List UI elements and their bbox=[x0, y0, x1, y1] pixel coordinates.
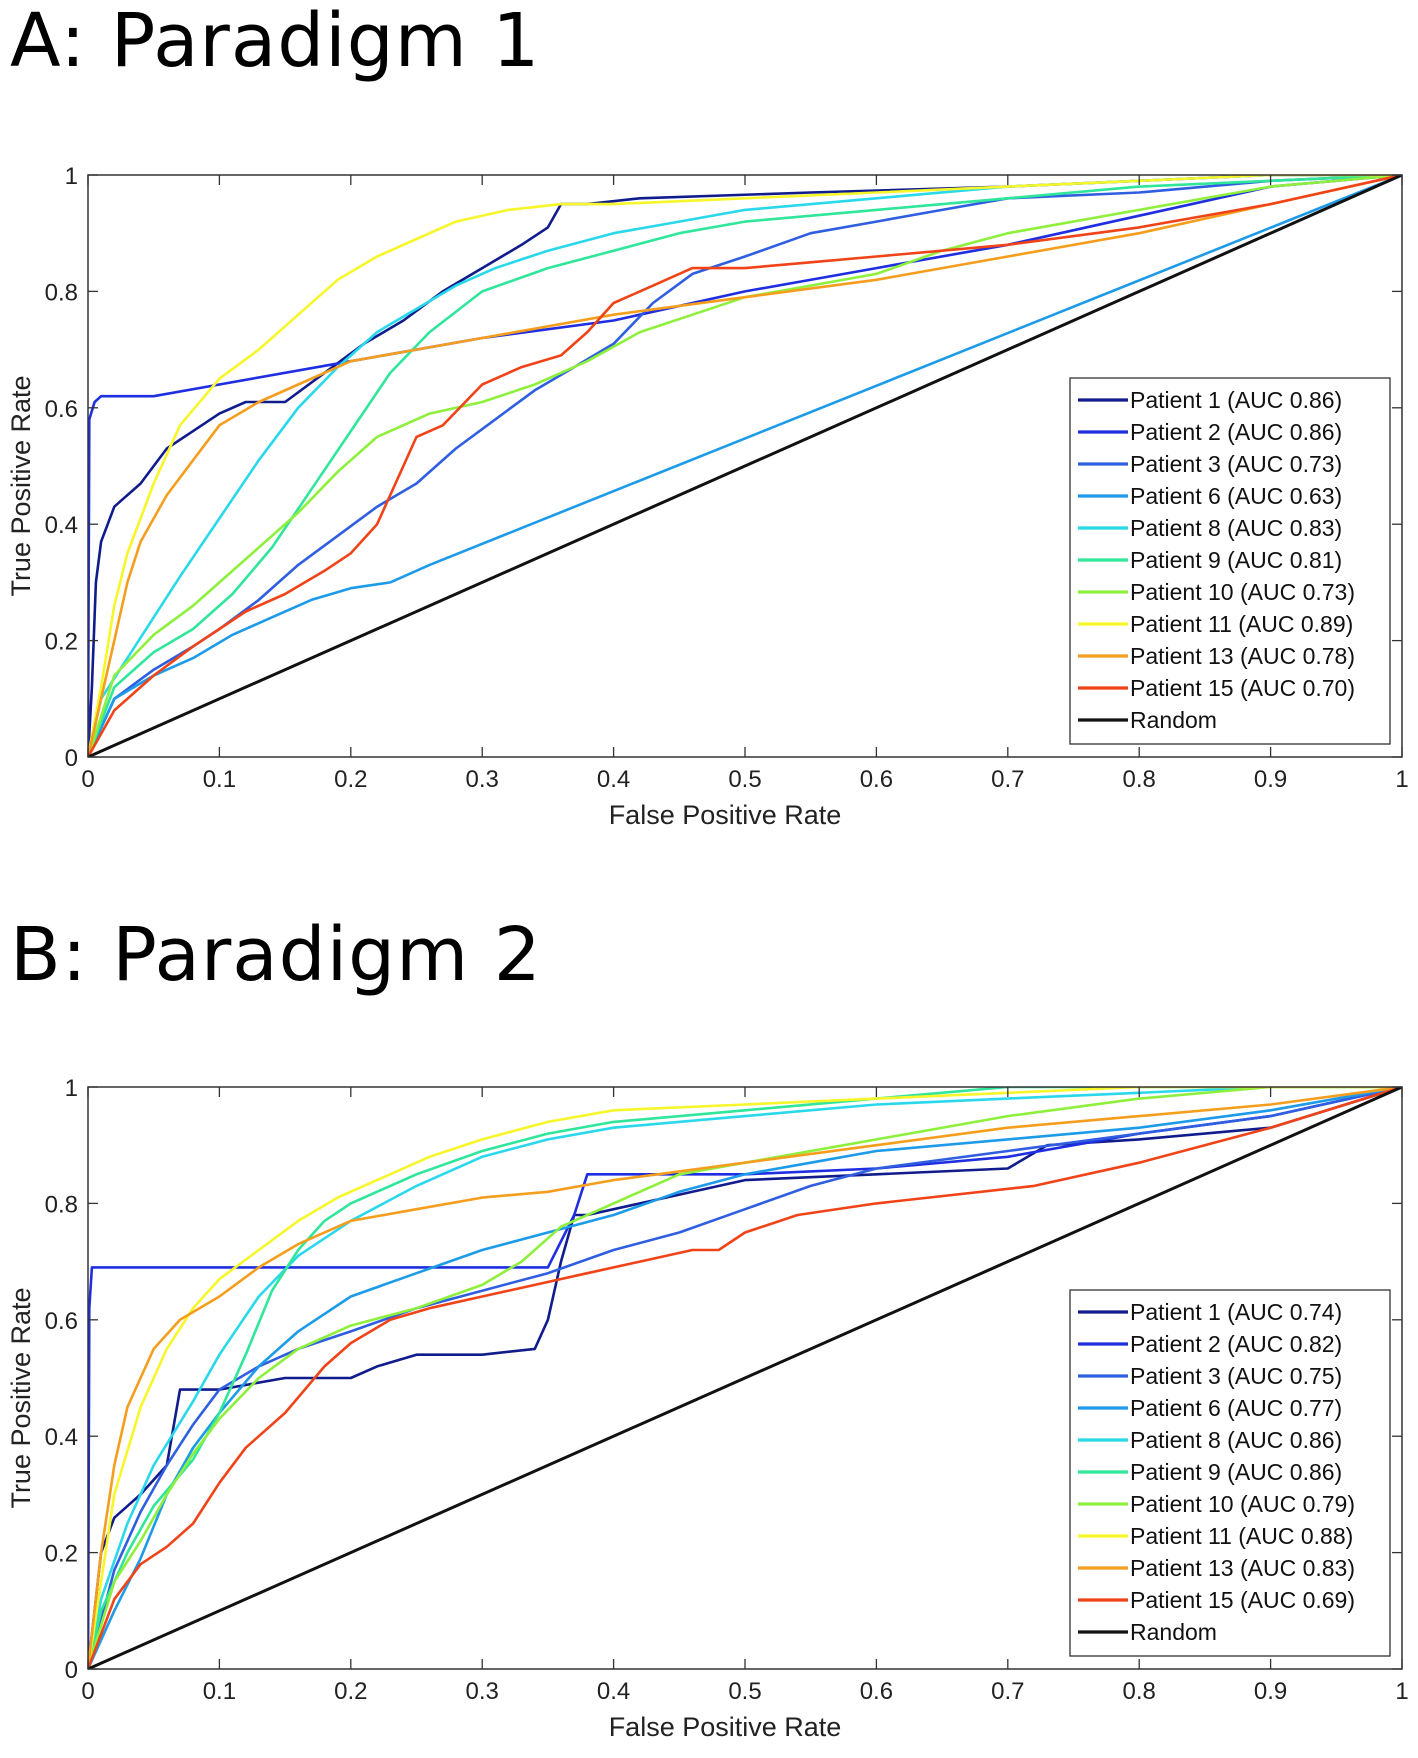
paradigm-1-legend-label-3: Patient 6 (AUC 0.63) bbox=[1130, 483, 1342, 509]
paradigm-2-series-line-7 bbox=[88, 1087, 1402, 1669]
paradigm-2-x-tick-label: 0.3 bbox=[466, 1678, 499, 1705]
paradigm-2-x-tick-label: 0 bbox=[81, 1678, 94, 1705]
paradigm-2-series-line-9 bbox=[88, 1087, 1402, 1669]
paradigm-2-series-line-1 bbox=[88, 1087, 1402, 1669]
paradigm-1-legend-label-9: Patient 15 (AUC 0.70) bbox=[1130, 675, 1355, 701]
paradigm-2-y-tick-label: 0.2 bbox=[45, 1541, 78, 1568]
paradigm-1-series-line-4 bbox=[88, 175, 1402, 757]
paradigm-1-x-tick-label: 0.8 bbox=[1123, 766, 1156, 793]
paradigm-1-series-line-8 bbox=[88, 175, 1402, 757]
paradigm-1-x-tick-label: 0.4 bbox=[597, 766, 630, 793]
paradigm-1-y-tick-label: 1 bbox=[65, 163, 78, 190]
paradigm-2-legend-label-4: Patient 8 (AUC 0.86) bbox=[1130, 1427, 1342, 1453]
roc-chart-paradigm-2: 0 0.1 0.2 0.3 0.4 0.5 0.6 0.7 0.8 0.9 1 0 0.2 0.4 0.6 0… bbox=[6, 1075, 1409, 1742]
paradigm-1-legend: Patient 1 (AUC 0.86) Patient 2 (AUC 0.86)… bbox=[1069, 377, 1391, 745]
paradigm-2-legend-label-7: Patient 11 (AUC 0.88) bbox=[1130, 1523, 1353, 1549]
paradigm-1-y-axis-label: True Positive Rate bbox=[6, 375, 36, 596]
paradigm-1-x-tick-label: 0.6 bbox=[860, 766, 893, 793]
paradigm-1-y-tick-label: 0.2 bbox=[45, 629, 78, 656]
paradigm-1-x-axis-label: False Positive Rate bbox=[609, 800, 842, 830]
paradigm-1-series-line-10 bbox=[88, 175, 1402, 757]
paradigm-1-y-tick-label: 0.6 bbox=[45, 396, 78, 423]
paradigm-2-legend-label-8: Patient 13 (AUC 0.83) bbox=[1130, 1555, 1355, 1581]
paradigm-1-x-tick-label: 0.2 bbox=[334, 766, 367, 793]
paradigm-1-y-tick-label: 0.8 bbox=[45, 279, 78, 306]
paradigm-2-series-line-10 bbox=[88, 1087, 1402, 1669]
roc-chart-paradigm-1: 0 0.1 0.2 0.3 0.4 0.5 0.6 0.7 0.8 0.9 1 0 0.2 0.4 0.6 0… bbox=[6, 163, 1409, 830]
paradigm-1-x-tick-label: 0.5 bbox=[728, 766, 761, 793]
paradigm-2-x-tick-label: 0.1 bbox=[203, 1678, 236, 1705]
paradigm-2-series-line-5 bbox=[88, 1087, 1402, 1669]
paradigm-1-series-line-5 bbox=[88, 175, 1402, 757]
paradigm-2-legend-label-9: Patient 15 (AUC 0.69) bbox=[1130, 1587, 1355, 1613]
paradigm-2-x-tick-label: 1 bbox=[1395, 1678, 1408, 1705]
paradigm-1-x-tick-label: 0.7 bbox=[991, 766, 1024, 793]
paradigm-2-x-tick-label: 0.6 bbox=[860, 1678, 893, 1705]
paradigm-2-x-tick-label: 0.2 bbox=[334, 1678, 367, 1705]
paradigm-2-y-tick-label: 0 bbox=[65, 1657, 78, 1684]
paradigm-1-series-line-7 bbox=[88, 175, 1402, 757]
paradigm-2-series-line-6 bbox=[88, 1087, 1402, 1669]
paradigm-1-series-line-0 bbox=[88, 175, 1402, 757]
paradigm-1-legend-label-8: Patient 13 (AUC 0.78) bbox=[1130, 643, 1355, 669]
paradigm-2-legend-label-2: Patient 3 (AUC 0.75) bbox=[1130, 1363, 1342, 1389]
paradigm-2-x-tick-label: 0.7 bbox=[991, 1678, 1024, 1705]
paradigm-1-legend-label-6: Patient 10 (AUC 0.73) bbox=[1130, 579, 1355, 605]
paradigm-1-legend-label-2: Patient 3 (AUC 0.73) bbox=[1130, 451, 1342, 477]
paradigm-2-x-tick-label: 0.4 bbox=[597, 1678, 630, 1705]
paradigm-2-y-tick-label: 0.6 bbox=[45, 1308, 78, 1335]
paradigm-2-x-tick-label: 0.9 bbox=[1254, 1678, 1287, 1705]
paradigm-2-legend-label-0: Patient 1 (AUC 0.74) bbox=[1130, 1299, 1342, 1325]
paradigm-1-series-line-9 bbox=[88, 175, 1402, 757]
paradigm-1-series-line-3 bbox=[88, 175, 1402, 757]
paradigm-1-series-line-6 bbox=[88, 175, 1402, 757]
paradigm-1-legend-label-10: Random bbox=[1130, 707, 1217, 733]
paradigm-2-legend-label-10: Random bbox=[1130, 1619, 1217, 1645]
paradigm-2-y-tick-label: 1 bbox=[65, 1075, 78, 1102]
paradigm-1-y-tick-label: 0 bbox=[65, 745, 78, 772]
paradigm-1-x-tick-label: 1 bbox=[1395, 766, 1408, 793]
paradigm-1-legend-label-4: Patient 8 (AUC 0.83) bbox=[1130, 515, 1342, 541]
paradigm-1-legend-label-0: Patient 1 (AUC 0.86) bbox=[1130, 387, 1342, 413]
paradigm-2-series-line-4 bbox=[88, 1087, 1402, 1669]
paradigm-1-legend-label-5: Patient 9 (AUC 0.81) bbox=[1130, 547, 1342, 573]
paradigm-2-x-axis-label: False Positive Rate bbox=[609, 1712, 842, 1742]
paradigm-2-series-line-2 bbox=[88, 1087, 1402, 1669]
paradigm-2-y-tick-label: 0.4 bbox=[45, 1424, 78, 1451]
paradigm-1-legend-label-1: Patient 2 (AUC 0.86) bbox=[1130, 419, 1342, 445]
paradigm-2-legend-label-3: Patient 6 (AUC 0.77) bbox=[1130, 1395, 1342, 1421]
paradigm-1-x-tick-label: 0.3 bbox=[466, 766, 499, 793]
paradigm-2-legend: Patient 1 (AUC 0.74) Patient 2 (AUC 0.82)… bbox=[1069, 1289, 1391, 1657]
paradigm-2-series-line-8 bbox=[88, 1087, 1402, 1669]
paradigm-2-legend-label-5: Patient 9 (AUC 0.86) bbox=[1130, 1459, 1342, 1485]
paradigm-1-x-tick-label: 0 bbox=[81, 766, 94, 793]
paradigm-2-y-axis-label: True Positive Rate bbox=[6, 1287, 36, 1508]
panel-b-title: B: Paradigm 2 bbox=[10, 912, 542, 998]
paradigm-1-x-tick-label: 0.1 bbox=[203, 766, 236, 793]
panel-a-title: A: Paradigm 1 bbox=[10, 0, 541, 84]
paradigm-2-y-tick-label: 0.8 bbox=[45, 1191, 78, 1218]
paradigm-1-legend-label-7: Patient 11 (AUC 0.89) bbox=[1130, 611, 1353, 637]
paradigm-2-legend-label-6: Patient 10 (AUC 0.79) bbox=[1130, 1491, 1355, 1517]
paradigm-2-x-tick-label: 0.8 bbox=[1123, 1678, 1156, 1705]
paradigm-2-legend-label-1: Patient 2 (AUC 0.82) bbox=[1130, 1331, 1342, 1357]
paradigm-2-x-tick-label: 0.5 bbox=[728, 1678, 761, 1705]
paradigm-1-x-tick-label: 0.9 bbox=[1254, 766, 1287, 793]
paradigm-1-y-tick-label: 0.4 bbox=[45, 512, 78, 539]
